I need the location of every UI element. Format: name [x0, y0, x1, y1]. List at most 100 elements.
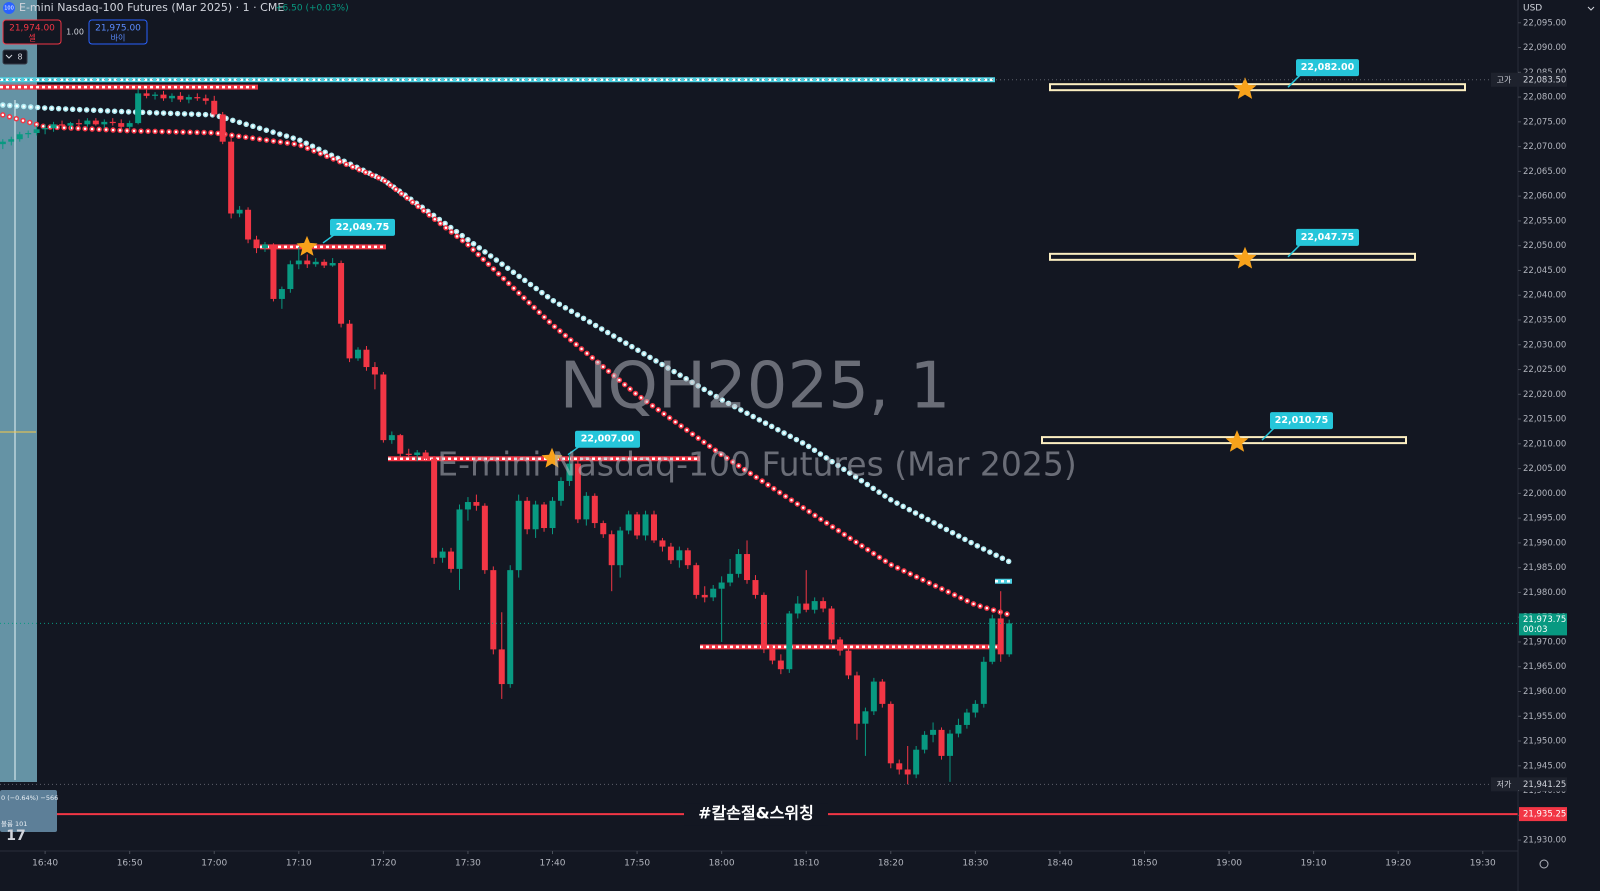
x-tick-label: 18:00	[709, 859, 735, 869]
candle-body	[532, 504, 539, 530]
symbol-title[interactable]: E-mini Nasdaq-100 Futures (Mar 2025) · 1…	[19, 1, 284, 14]
candle-body	[684, 550, 691, 566]
candle-body	[371, 367, 378, 375]
candle-body	[642, 514, 649, 536]
candle-body	[278, 289, 285, 299]
y-tick-label: 21,995.00	[1523, 514, 1566, 524]
y-tick-label: 22,030.00	[1523, 340, 1566, 350]
candle-body	[591, 495, 598, 524]
candle-body	[498, 649, 505, 685]
candle-body	[946, 733, 953, 756]
candle-body	[329, 263, 336, 266]
zone-star	[1225, 430, 1249, 452]
y-tick-label: 21,980.00	[1523, 588, 1566, 598]
candle-body	[870, 681, 877, 712]
candle-body	[388, 435, 395, 441]
y-tick-label: 22,000.00	[1523, 489, 1566, 499]
candle-body	[930, 729, 937, 735]
candle-body	[963, 712, 970, 725]
y-tick-label: 22,020.00	[1523, 390, 1566, 400]
candle-body	[574, 463, 581, 520]
x-tick-label: 18:50	[1132, 859, 1158, 869]
candle-body	[608, 534, 615, 566]
price-tag: 고가	[1497, 75, 1512, 84]
indicator-toggle[interactable]	[2, 49, 28, 65]
annotation-bg	[684, 803, 828, 826]
candle-body	[109, 121, 116, 124]
buy-button[interactable]	[88, 19, 148, 45]
candle-body	[84, 120, 91, 125]
y-tick-label: 21,955.00	[1523, 712, 1566, 722]
sell-label: 셀	[28, 33, 35, 43]
spread: 1.00	[66, 28, 84, 37]
x-tick-label: 19:10	[1301, 859, 1327, 869]
candle-body	[490, 570, 497, 650]
zone-box	[1049, 252, 1416, 261]
y-tick-label: 22,060.00	[1523, 192, 1566, 202]
callout-label: 22,049.75	[336, 222, 390, 233]
candle-body	[524, 500, 531, 530]
zone-star	[1233, 77, 1257, 99]
candle-body	[194, 97, 201, 99]
y-tick-label: 21,970.00	[1523, 637, 1566, 647]
candle-body	[853, 675, 860, 724]
candle-body	[769, 649, 776, 661]
callout-leader	[1287, 74, 1301, 88]
y-tick-label: 22,040.00	[1523, 291, 1566, 301]
x-tick-label: 18:20	[878, 859, 904, 869]
candle-body	[75, 123, 82, 125]
candle-body	[676, 550, 683, 561]
candle-body	[980, 661, 987, 704]
x-tick-label: 17:10	[286, 859, 312, 869]
candle-body	[118, 123, 125, 127]
candle-body	[363, 349, 370, 368]
candle-body	[338, 263, 345, 324]
indicator-count: 8	[17, 53, 22, 62]
y-tick-label: 22,070.00	[1523, 142, 1566, 152]
candle-body	[295, 260, 302, 265]
zone-star	[1233, 246, 1257, 269]
stop-price-box	[1519, 807, 1567, 822]
candle-body	[566, 463, 573, 481]
candle-body	[634, 514, 641, 536]
candle-body	[152, 94, 159, 96]
candle-body	[304, 260, 311, 265]
price-tag: 저가	[1497, 780, 1512, 789]
candle-body	[955, 724, 962, 734]
callout-label: 22,010.75	[1275, 415, 1329, 426]
candle-body	[811, 601, 818, 610]
price-tag-box	[1491, 72, 1517, 87]
y-tick-label: 21,965.00	[1523, 662, 1566, 672]
y-tick-label: 21,990.00	[1523, 538, 1566, 548]
y-tick-label: 22,095.00	[1523, 18, 1566, 28]
x-tick-label: 17:00	[201, 859, 227, 869]
candle-body	[253, 239, 260, 249]
x-tick-label: 17:50	[624, 859, 650, 869]
candle-body	[8, 139, 15, 142]
candle-body	[202, 98, 209, 101]
sell-price: 21,974.00	[9, 24, 55, 34]
candle-body	[549, 500, 556, 529]
candle-body	[794, 603, 801, 614]
callout-leader	[1287, 244, 1301, 258]
candle-body	[617, 530, 624, 566]
candle-body	[25, 132, 32, 135]
candle-body	[473, 502, 480, 506]
currency[interactable]: USD	[1523, 4, 1542, 14]
candle-body	[744, 554, 751, 581]
plot: 22,049.75 22,007.00 22,082.00 22,047.75 22,0…	[0, 0, 1518, 826]
sell-button[interactable]	[2, 19, 62, 45]
candle-body	[820, 601, 827, 609]
candle-body	[245, 209, 252, 240]
y-tick-label: 22,005.00	[1523, 464, 1566, 474]
candle-body	[228, 141, 235, 214]
candle-body	[777, 660, 784, 670]
header: 100 E-mini Nasdaq-100 Futures (Mar 2025)…	[2, 1, 1595, 869]
candle-body	[261, 244, 268, 249]
settings-icon[interactable]	[1539, 859, 1549, 869]
overlay-text: 볼륨 101	[1, 819, 27, 828]
curve-outline	[0, 112, 1012, 618]
candle-body	[405, 453, 412, 455]
y-tick-label: 22,015.00	[1523, 415, 1566, 425]
x-tick-label: 18:30	[962, 859, 988, 869]
